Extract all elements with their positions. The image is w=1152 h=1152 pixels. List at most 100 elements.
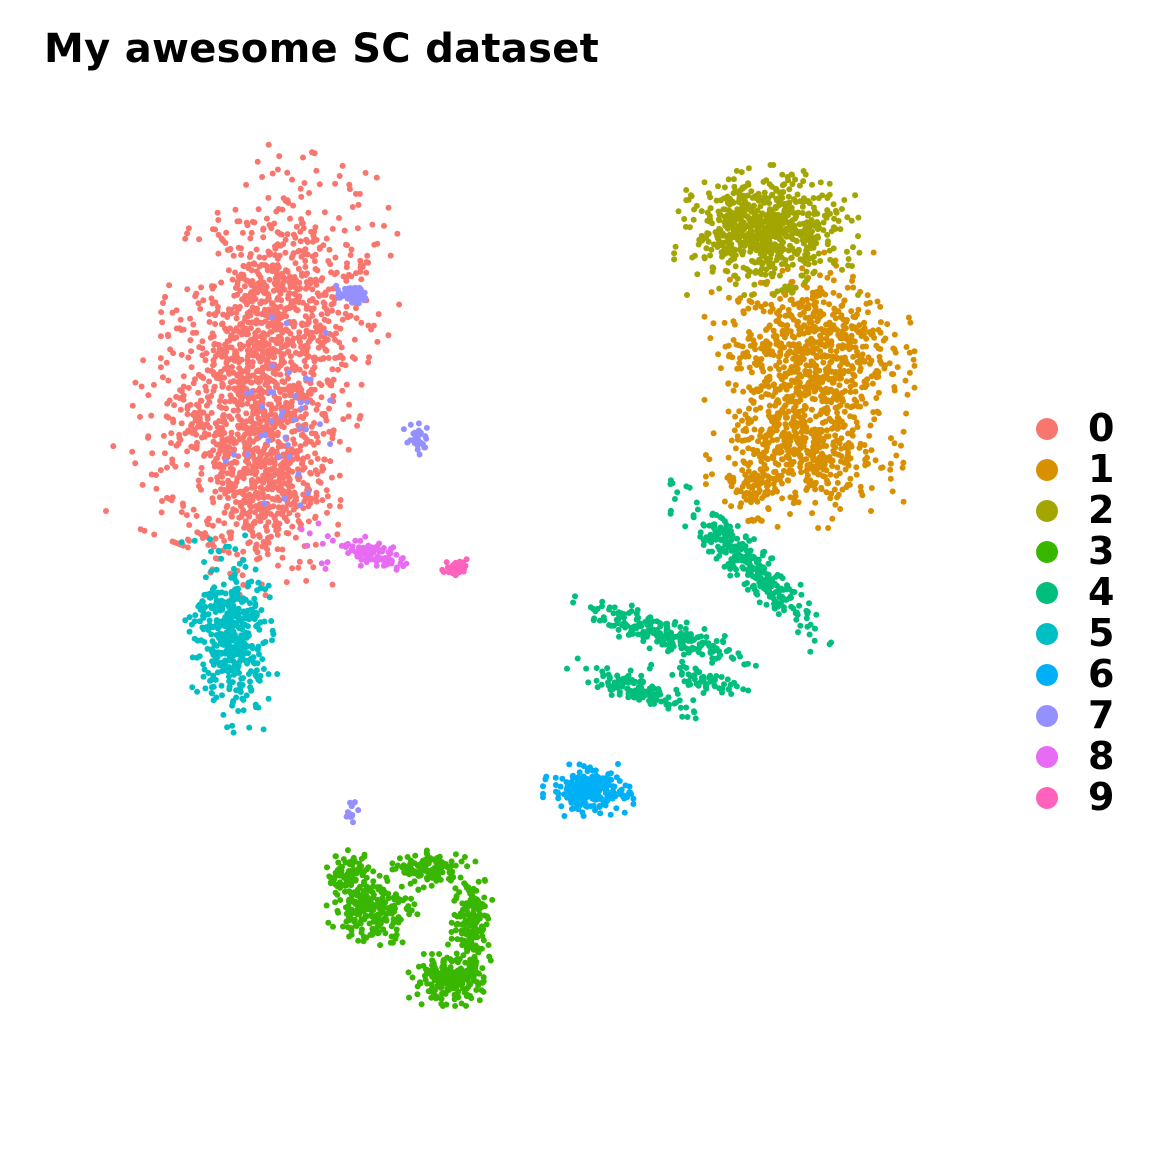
data-point (210, 447, 217, 454)
data-point (760, 472, 767, 478)
data-point (235, 384, 242, 391)
data-point (844, 360, 851, 367)
data-point (869, 380, 876, 387)
data-point (461, 880, 468, 887)
data-point (243, 410, 250, 417)
data-point (261, 306, 268, 313)
data-point (224, 247, 231, 253)
data-point (759, 495, 766, 501)
data-point (244, 367, 251, 374)
data-point (366, 920, 373, 927)
data-point (415, 886, 422, 893)
data-point (745, 478, 752, 485)
data-point (206, 319, 213, 325)
data-point (747, 547, 754, 554)
data-point (485, 942, 492, 948)
data-point (772, 203, 779, 210)
data-point (238, 513, 245, 520)
data-point (765, 412, 772, 419)
data-point (772, 485, 779, 492)
data-point (255, 379, 262, 386)
data-point (791, 589, 798, 595)
data-point (251, 352, 258, 359)
data-point (835, 332, 842, 338)
data-point (911, 362, 918, 369)
data-point (234, 431, 241, 438)
data-point (224, 328, 231, 335)
data-point (302, 350, 309, 357)
data-point (302, 246, 309, 253)
data-point (820, 329, 827, 336)
data-point (255, 415, 262, 422)
data-point (702, 481, 709, 488)
data-point (277, 242, 284, 249)
data-point (196, 236, 203, 243)
data-point (830, 201, 837, 208)
data-point (816, 224, 823, 231)
data-point (184, 461, 190, 468)
data-point (196, 344, 203, 351)
data-point (411, 901, 418, 908)
data-point (321, 304, 328, 311)
data-point (762, 244, 769, 251)
data-point (820, 219, 827, 226)
data-point (225, 549, 232, 556)
data-point (280, 404, 287, 411)
data-point (404, 854, 411, 860)
data-point (856, 249, 863, 256)
data-point (280, 278, 287, 284)
data-point (296, 329, 303, 336)
data-point (198, 284, 205, 291)
data-point (238, 251, 245, 258)
data-point (304, 251, 311, 258)
data-point (787, 242, 793, 249)
data-point (298, 253, 305, 260)
data-point (724, 268, 731, 275)
data-point (271, 522, 278, 529)
data-point (374, 338, 381, 345)
data-point (244, 357, 251, 364)
data-point (251, 260, 257, 267)
data-point (290, 202, 297, 209)
data-point (278, 297, 285, 304)
data-point (721, 498, 728, 505)
data-point (906, 349, 913, 356)
data-point (813, 354, 820, 361)
data-point (183, 512, 190, 519)
data-point (788, 461, 795, 468)
data-point (481, 894, 488, 901)
data-point (387, 939, 394, 946)
data-point (214, 478, 221, 485)
data-point (312, 467, 319, 474)
data-point (157, 355, 164, 362)
data-point (321, 456, 328, 463)
cluster-1-points (701, 249, 918, 531)
data-point (247, 235, 254, 242)
data-point (705, 230, 712, 237)
data-point (132, 379, 139, 386)
data-point (358, 276, 365, 283)
data-point (794, 191, 801, 198)
data-point (269, 262, 276, 269)
data-point (274, 166, 281, 173)
data-point (473, 915, 480, 922)
data-point (763, 448, 770, 455)
data-point (179, 500, 186, 507)
data-point (868, 373, 875, 380)
data-point (787, 447, 793, 454)
data-point (861, 442, 868, 448)
data-point (190, 380, 197, 387)
data-point (746, 418, 753, 424)
data-point (385, 332, 392, 339)
data-point (215, 217, 222, 223)
data-point (827, 329, 834, 336)
data-point (293, 453, 300, 460)
data-point (288, 254, 295, 261)
data-point (230, 407, 237, 414)
data-point (356, 190, 363, 197)
data-point (199, 338, 206, 345)
data-point (787, 511, 793, 517)
data-point (240, 548, 247, 555)
data-point (315, 478, 322, 485)
data-point (708, 289, 715, 296)
